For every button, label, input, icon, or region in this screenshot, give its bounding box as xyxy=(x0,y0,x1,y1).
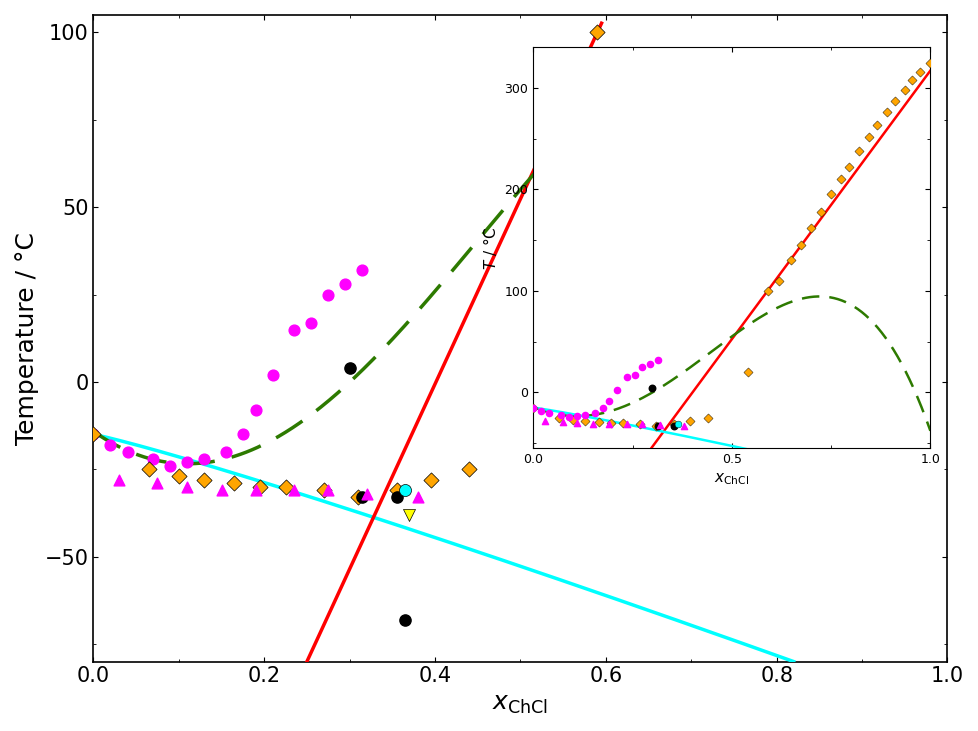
Point xyxy=(111,474,127,485)
Point xyxy=(226,477,242,489)
X-axis label: $x_{\mathrm{ChCl}}$: $x_{\mathrm{ChCl}}$ xyxy=(492,692,548,716)
Point xyxy=(320,485,335,496)
Point xyxy=(388,485,404,496)
Point xyxy=(162,460,178,471)
Point xyxy=(218,446,234,458)
Point xyxy=(103,439,118,451)
Point xyxy=(179,481,195,493)
Point xyxy=(85,428,101,440)
Point xyxy=(316,485,332,496)
Point xyxy=(461,463,476,475)
Point xyxy=(247,404,263,416)
Point xyxy=(354,491,370,503)
Point xyxy=(320,289,335,300)
Point xyxy=(179,457,195,469)
Point xyxy=(303,317,319,328)
Point xyxy=(410,491,425,503)
Point xyxy=(247,485,263,496)
Point xyxy=(401,509,417,520)
Point xyxy=(278,481,293,493)
Point xyxy=(213,485,229,496)
Point xyxy=(397,485,413,496)
Point xyxy=(422,474,438,485)
Point xyxy=(265,369,281,381)
Point xyxy=(589,26,604,38)
Point xyxy=(197,474,212,485)
Y-axis label: Temperature / °C: Temperature / °C xyxy=(15,232,39,444)
Point xyxy=(141,463,156,475)
Point xyxy=(337,279,353,290)
Point xyxy=(119,446,135,458)
Point xyxy=(171,471,187,482)
Point xyxy=(397,614,413,626)
Point xyxy=(359,488,375,500)
Point xyxy=(197,453,212,465)
Point xyxy=(546,306,561,318)
Point xyxy=(341,362,357,374)
Point xyxy=(150,477,165,489)
Point xyxy=(235,428,250,440)
Point xyxy=(85,428,101,440)
Point xyxy=(145,453,160,465)
Point xyxy=(286,485,301,496)
Point xyxy=(354,265,370,276)
Point xyxy=(286,324,301,336)
Point xyxy=(350,491,366,503)
Point xyxy=(252,481,268,493)
Point xyxy=(388,491,404,503)
